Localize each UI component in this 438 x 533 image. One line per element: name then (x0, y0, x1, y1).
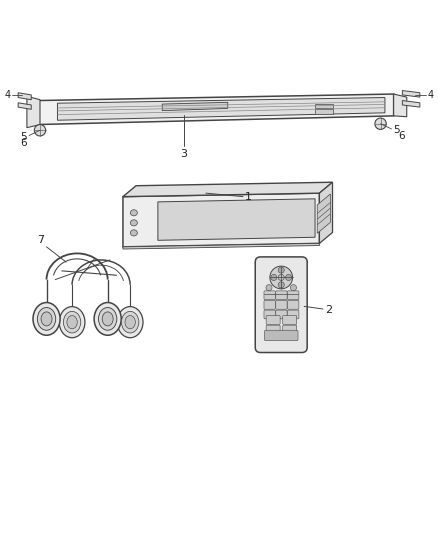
Text: 7: 7 (37, 235, 44, 245)
FancyBboxPatch shape (266, 316, 280, 324)
Text: 5: 5 (20, 132, 27, 142)
FancyBboxPatch shape (264, 301, 276, 309)
FancyBboxPatch shape (283, 325, 297, 334)
Ellipse shape (37, 308, 56, 330)
Text: 5: 5 (393, 125, 399, 135)
Text: 1: 1 (245, 192, 252, 202)
Ellipse shape (67, 316, 77, 329)
Polygon shape (27, 96, 40, 128)
Circle shape (278, 267, 284, 273)
Circle shape (270, 266, 293, 289)
FancyBboxPatch shape (255, 257, 307, 352)
Circle shape (271, 274, 277, 280)
Bar (42, 303, 51, 311)
Text: 6: 6 (398, 132, 405, 141)
Polygon shape (123, 244, 319, 249)
Bar (103, 303, 112, 311)
Ellipse shape (131, 210, 138, 216)
Text: 6: 6 (20, 138, 27, 148)
Ellipse shape (94, 303, 121, 335)
Ellipse shape (99, 308, 117, 330)
FancyBboxPatch shape (276, 291, 287, 300)
Circle shape (286, 274, 292, 280)
Polygon shape (57, 98, 385, 120)
Polygon shape (162, 102, 228, 111)
Polygon shape (18, 93, 31, 100)
FancyBboxPatch shape (288, 301, 299, 309)
Polygon shape (123, 193, 319, 247)
Bar (315, 104, 332, 108)
Ellipse shape (59, 306, 85, 338)
Ellipse shape (102, 312, 113, 326)
Polygon shape (35, 94, 394, 125)
Polygon shape (394, 94, 407, 117)
Polygon shape (403, 101, 420, 107)
Bar (68, 307, 76, 314)
Ellipse shape (117, 306, 143, 338)
FancyBboxPatch shape (264, 310, 276, 319)
FancyBboxPatch shape (265, 330, 298, 341)
Circle shape (290, 285, 297, 290)
Polygon shape (158, 199, 315, 240)
FancyBboxPatch shape (288, 310, 299, 319)
FancyBboxPatch shape (283, 316, 297, 324)
Polygon shape (403, 91, 420, 97)
Ellipse shape (131, 230, 138, 236)
Circle shape (375, 118, 386, 130)
FancyBboxPatch shape (288, 291, 299, 300)
Ellipse shape (131, 220, 138, 226)
Circle shape (278, 274, 284, 280)
Bar (315, 109, 332, 114)
Bar (126, 307, 134, 314)
Ellipse shape (41, 312, 52, 326)
FancyBboxPatch shape (264, 291, 276, 300)
Text: 2: 2 (325, 305, 332, 315)
Ellipse shape (64, 311, 81, 333)
Polygon shape (18, 103, 31, 109)
Polygon shape (317, 194, 330, 233)
Text: 4: 4 (427, 91, 434, 100)
Ellipse shape (121, 311, 139, 333)
Circle shape (34, 125, 46, 136)
Polygon shape (123, 182, 332, 197)
Circle shape (278, 282, 284, 288)
FancyBboxPatch shape (276, 301, 287, 309)
Ellipse shape (33, 303, 60, 335)
FancyBboxPatch shape (266, 325, 280, 334)
Text: 4: 4 (4, 91, 11, 100)
FancyBboxPatch shape (276, 310, 287, 319)
Circle shape (266, 285, 272, 290)
Polygon shape (319, 182, 332, 244)
Ellipse shape (125, 316, 135, 329)
Text: 3: 3 (180, 149, 187, 159)
